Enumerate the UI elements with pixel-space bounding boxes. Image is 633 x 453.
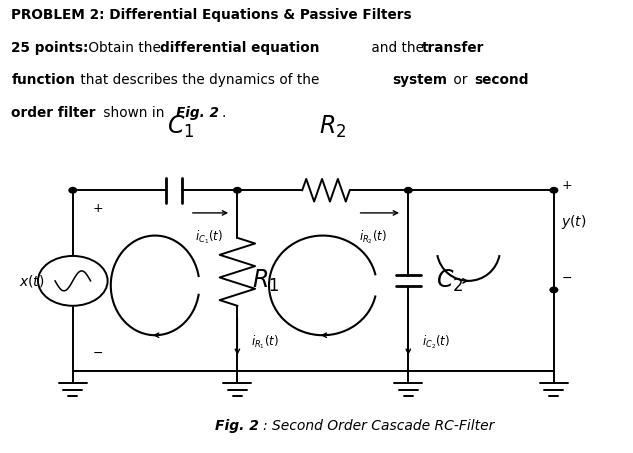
Text: shown in: shown in xyxy=(99,106,169,120)
Circle shape xyxy=(550,188,558,193)
Text: Fig. 2: Fig. 2 xyxy=(176,106,219,120)
Text: Fig. 2: Fig. 2 xyxy=(215,419,259,433)
Text: $C_1$: $C_1$ xyxy=(166,114,194,140)
Text: or: or xyxy=(449,73,472,87)
Circle shape xyxy=(69,188,77,193)
Text: $i_{C_1}(t)$: $i_{C_1}(t)$ xyxy=(195,229,223,246)
Circle shape xyxy=(234,188,241,193)
Text: transfer: transfer xyxy=(422,41,485,55)
Text: 25 points:: 25 points: xyxy=(11,41,89,55)
Text: that describes the dynamics of the: that describes the dynamics of the xyxy=(76,73,323,87)
Text: .: . xyxy=(222,106,226,120)
Text: function: function xyxy=(11,73,75,87)
Text: $R_1$: $R_1$ xyxy=(252,268,280,294)
Text: $x(t)$: $x(t)$ xyxy=(19,273,44,289)
Text: −: − xyxy=(93,347,103,360)
Circle shape xyxy=(550,287,558,293)
Text: : Second Order Cascade RC-Filter: : Second Order Cascade RC-Filter xyxy=(263,419,494,433)
Text: $y(t)$: $y(t)$ xyxy=(561,213,587,231)
Text: Obtain the: Obtain the xyxy=(84,41,165,55)
Text: order filter: order filter xyxy=(11,106,96,120)
Text: $i_{C_2}(t)$: $i_{C_2}(t)$ xyxy=(422,333,450,351)
Text: $R_2$: $R_2$ xyxy=(318,114,346,140)
Text: second: second xyxy=(474,73,529,87)
Text: system: system xyxy=(392,73,448,87)
Text: PROBLEM 2: Differential Equations & Passive Filters: PROBLEM 2: Differential Equations & Pass… xyxy=(11,8,412,22)
Circle shape xyxy=(404,188,412,193)
Text: +: + xyxy=(93,202,103,215)
Text: $i_{R_1}(t)$: $i_{R_1}(t)$ xyxy=(251,333,279,351)
Text: −: − xyxy=(561,272,572,285)
Text: differential equation: differential equation xyxy=(160,41,319,55)
Text: $i_{R_2}(t)$: $i_{R_2}(t)$ xyxy=(360,229,387,246)
Text: $C_2$: $C_2$ xyxy=(436,268,463,294)
Text: and the: and the xyxy=(367,41,429,55)
Text: +: + xyxy=(561,179,572,192)
